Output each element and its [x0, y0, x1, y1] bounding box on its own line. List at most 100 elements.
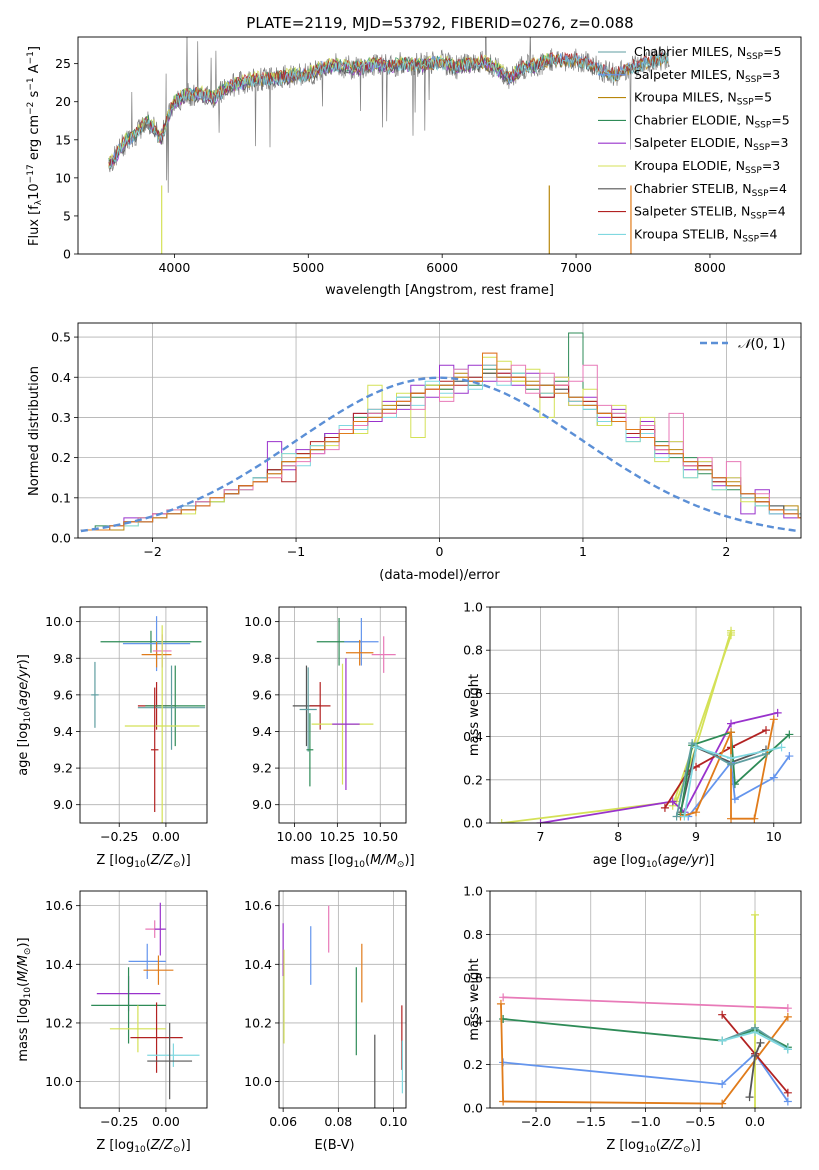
y-tick-label: 9.8 — [53, 651, 73, 666]
weight-marker — [783, 1012, 792, 1021]
weight-marker — [499, 993, 508, 1002]
y-tick-label: 9.6 — [53, 687, 73, 702]
weight-marker — [730, 780, 739, 789]
data-point — [91, 661, 99, 728]
weight-marker — [727, 628, 736, 637]
data-point — [91, 967, 166, 1044]
weight-marker — [773, 708, 782, 717]
errorbars — [91, 902, 200, 1100]
text-span: 10 — [27, 183, 42, 200]
text-span: λ — [34, 199, 44, 205]
x-axis-label: mass [log10(M/M⊙)] — [290, 853, 414, 870]
y-tick-label: 10.2 — [244, 1015, 272, 1030]
text-span: Salpeter ELODIE, N — [634, 135, 753, 150]
axes-frame — [79, 890, 208, 1109]
text-span: ( — [146, 1138, 151, 1153]
text-span: )] — [181, 853, 191, 868]
weight-marker — [777, 743, 786, 752]
data-point — [137, 665, 206, 750]
gaussian-curve — [80, 376, 799, 533]
data-point — [371, 636, 396, 673]
model-spectrum-line — [108, 51, 669, 167]
axes-frame — [489, 606, 802, 824]
x-tick-label: −1.5 — [576, 1114, 606, 1129]
weight-line — [500, 1003, 789, 1105]
y-tick-label: 20 — [55, 94, 71, 109]
spectrum-lines — [108, 37, 670, 254]
y-tick-label: 9.4 — [53, 724, 73, 739]
weight-marker — [727, 728, 736, 737]
weight-marker — [497, 819, 506, 823]
x-tick-label: 8 — [614, 829, 622, 844]
weight-marker — [785, 730, 794, 739]
panel-residuals: −2 −1 0 1 2 0.0 0.1 0.2 0.3 0.4 0.5 𝒩(0, 1) (data-mo… — [27, 322, 802, 583]
x-tick-label: 0 — [436, 544, 444, 559]
errorbars — [282, 905, 404, 1108]
y-tick-label: 10.2 — [45, 1015, 73, 1030]
weight-line — [540, 711, 778, 823]
y-tick-label: 9.0 — [252, 797, 272, 812]
text-span: −17 — [26, 164, 36, 183]
panel-massweight_vs_age: 7 8 9 10 0.0 0.2 0.4 0.6 0.8 1.0 mass weight age [l… — [463, 600, 802, 870]
text-span: Z [log — [96, 1138, 134, 1153]
y-axis-label: mass [log10(M/M⊙)] — [16, 937, 33, 1061]
panel-age_vs_mass: 10.00 10.25 10.50 9.0 9.2 9.4 9.6 9.8 10.0 mass [… — [244, 606, 415, 870]
y-tick-label: 10.6 — [45, 898, 73, 913]
text-span: ( — [16, 982, 31, 987]
text-span: ( — [657, 853, 662, 868]
model-spectrum-line — [108, 53, 669, 169]
weight-marker — [660, 803, 669, 812]
text-span: 10 — [134, 1145, 146, 1155]
text-span: erg cm — [27, 115, 42, 164]
y-tick-label: 0.6 — [463, 686, 483, 701]
text-span: Z [log — [96, 853, 134, 868]
y-tick-label: 0 — [63, 247, 71, 262]
text-span: =5 — [754, 90, 772, 105]
text-span: =4 — [769, 181, 787, 196]
text-span: −1 — [26, 51, 36, 64]
text-span: M/M — [16, 955, 31, 982]
data-point — [344, 617, 379, 666]
weight-marker — [750, 814, 759, 823]
text-span: mass [log — [16, 998, 31, 1061]
x-tick-label: −0.5 — [685, 1114, 715, 1129]
weight-marker — [727, 814, 736, 823]
y-axis-label: age [log10(age/yr)] — [16, 654, 33, 776]
histograms — [80, 332, 801, 533]
text-span: Chabrier STELIB, N — [634, 181, 752, 196]
legend-entry: Salpeter ELODIE, NSSP=3 — [634, 135, 788, 153]
data-point — [109, 1005, 166, 1053]
histogram-step — [80, 364, 801, 531]
weight-marker — [783, 1097, 792, 1106]
y-tick-label: 10.0 — [45, 614, 73, 629]
x-tick-label: 1 — [579, 544, 587, 559]
axes-frame — [278, 606, 407, 824]
legend-entry: 𝒩(0, 1) — [738, 337, 785, 352]
text-span: age/yr — [16, 663, 31, 706]
figure-title: PLATE=2119, MJD=53792, FIBERID=0276, z=0… — [246, 14, 633, 32]
errorbars — [292, 617, 396, 791]
weight-marker — [751, 1028, 760, 1037]
weight-marker — [692, 808, 701, 817]
y-tick-label: 10.6 — [244, 898, 272, 913]
y-tick-label: 9.2 — [252, 761, 272, 776]
x-axis-label: Z [log10(Z/Z⊙)] — [96, 1138, 190, 1155]
text-span: )] — [16, 937, 31, 947]
x-axis-label: (data-model)/error — [379, 568, 500, 583]
text-span: (0, 1) — [750, 337, 785, 352]
weight-lines — [497, 626, 794, 823]
text-span: ( — [365, 853, 370, 868]
y-tick-label: 10.0 — [244, 1074, 272, 1089]
histogram-step — [80, 372, 801, 531]
weight-marker — [783, 1088, 792, 1097]
text-span: )] — [404, 853, 414, 868]
data-point — [150, 687, 159, 813]
weight-marker — [718, 1080, 727, 1089]
weight-line — [683, 746, 782, 817]
weight-marker — [769, 715, 778, 724]
text-span: SSP — [753, 143, 770, 153]
text-span: −2 — [26, 102, 36, 115]
legend-entry: Kroupa STELIB, NSSP=4 — [634, 226, 778, 244]
axes-frame — [77, 36, 802, 255]
text-span: ] — [27, 46, 42, 51]
